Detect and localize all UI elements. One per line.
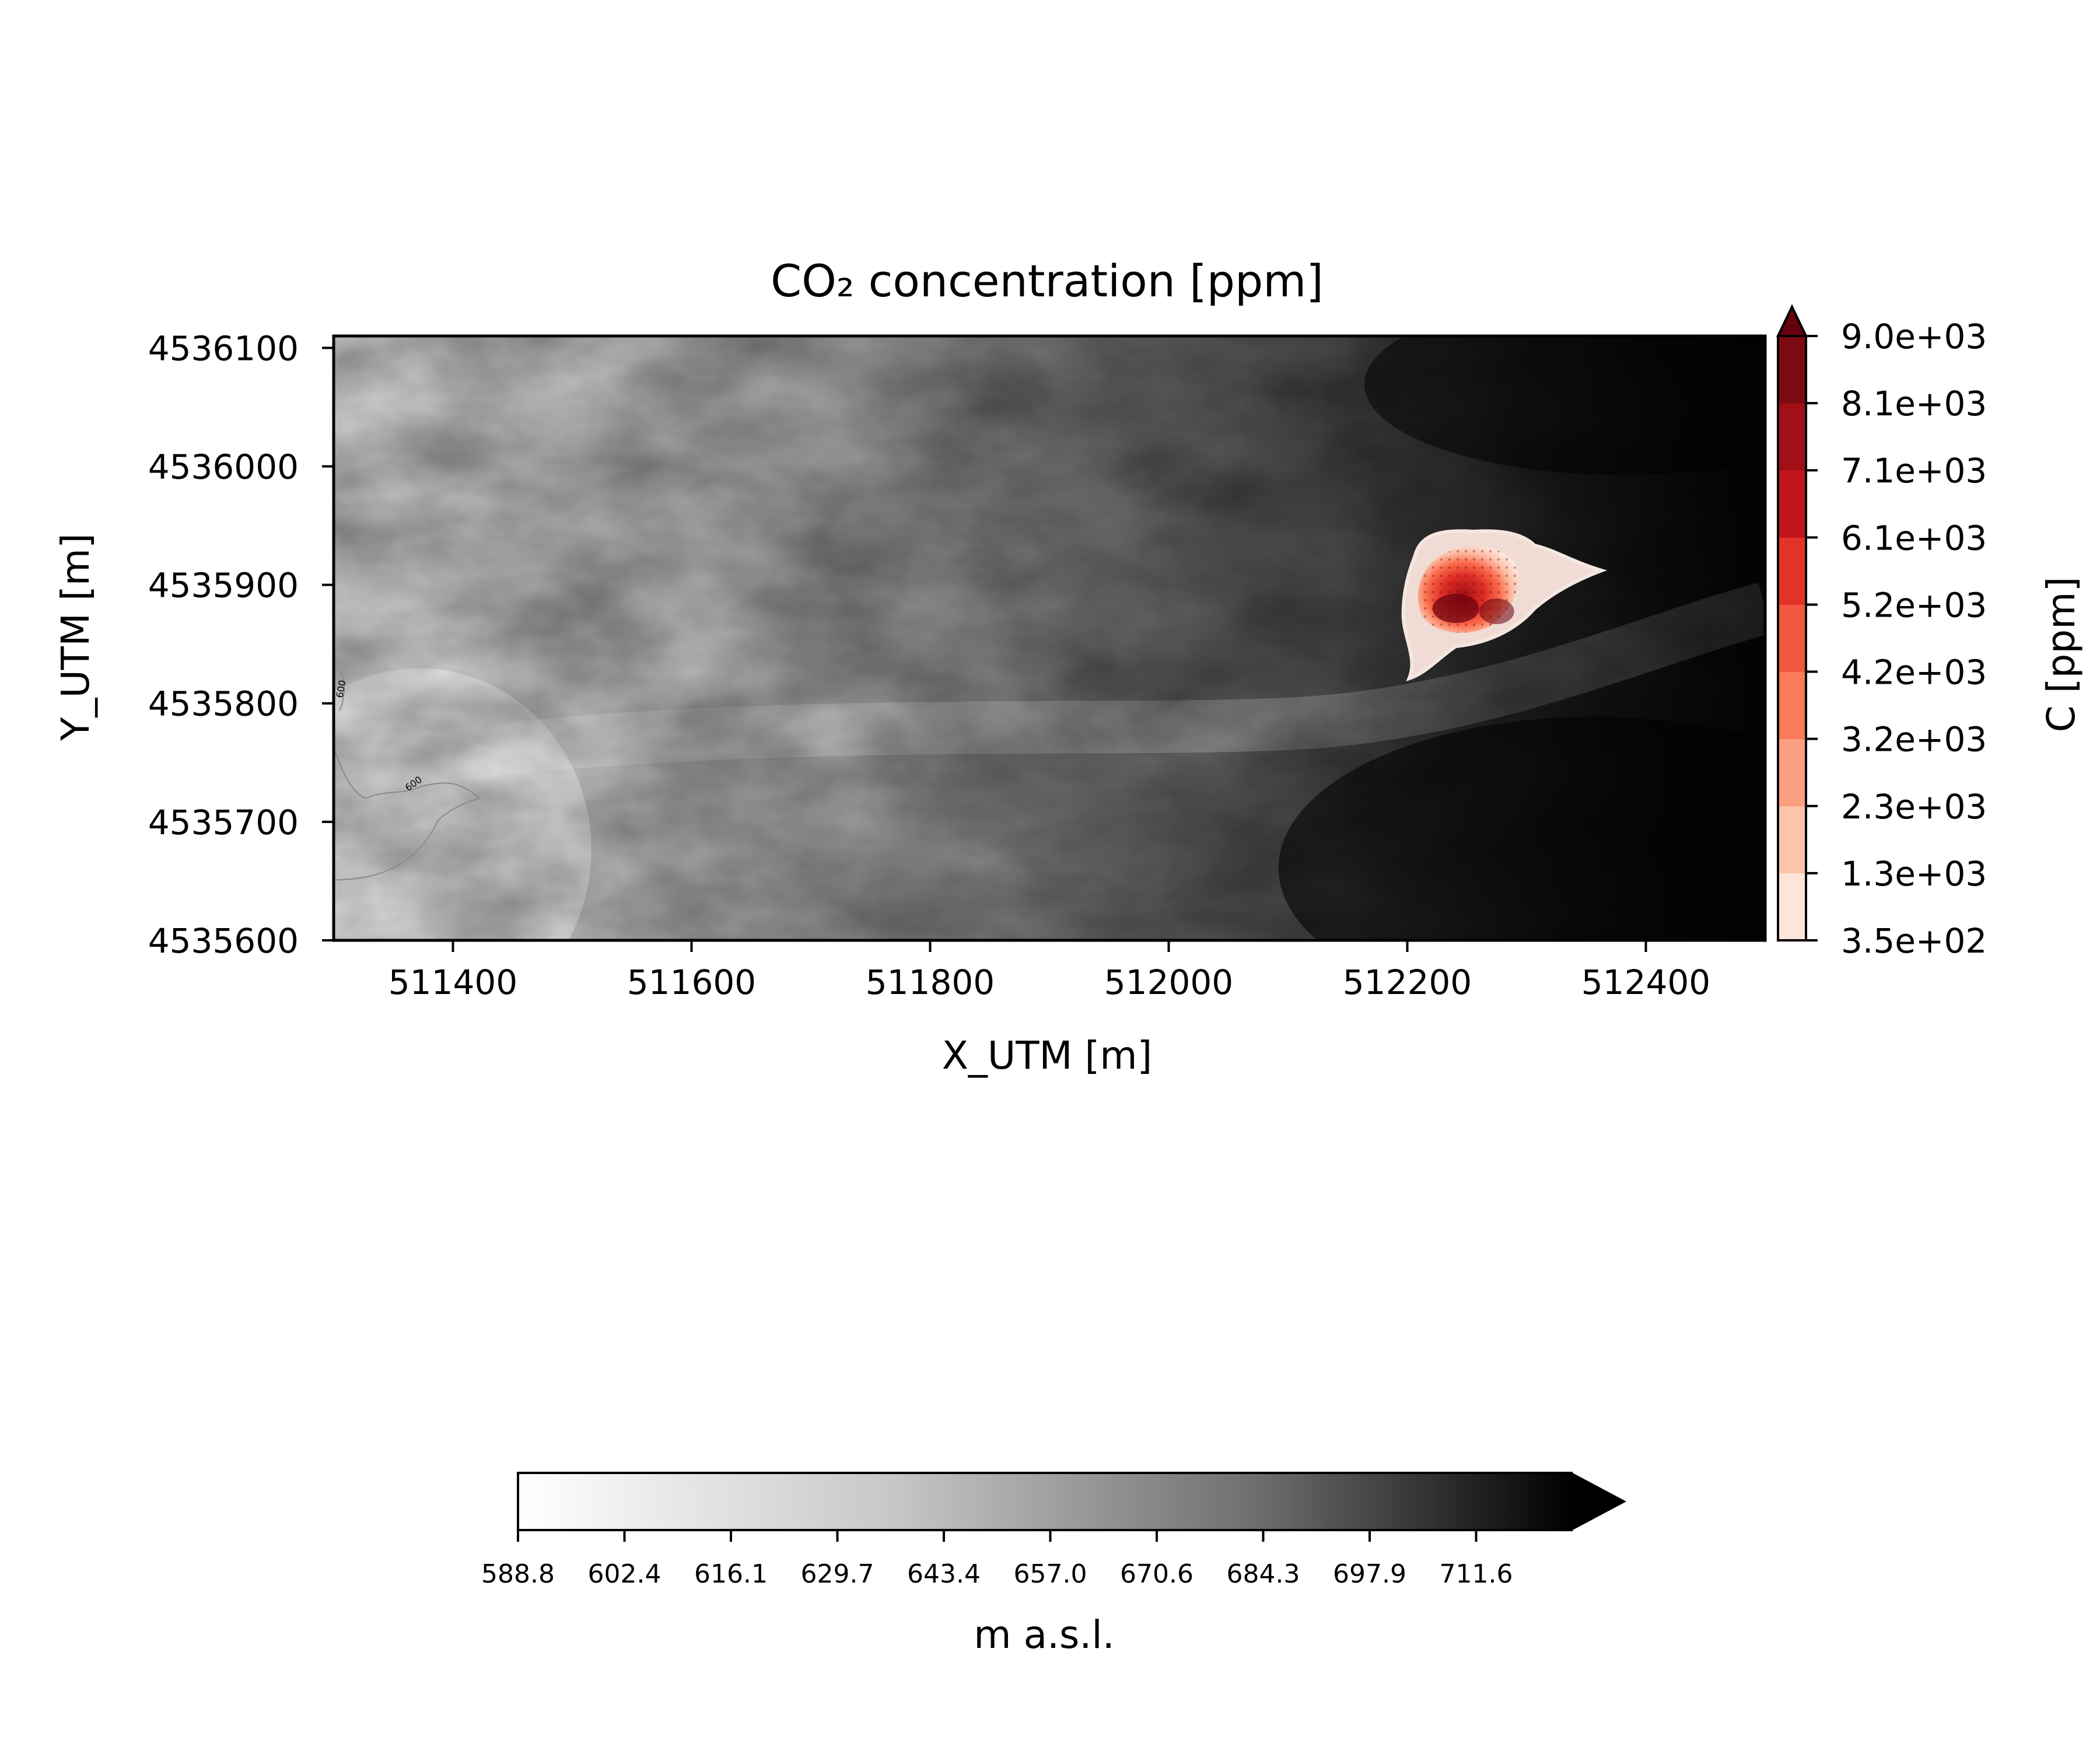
co2-colorbar-tick-label: 1.3e+03 — [1841, 854, 1987, 894]
co2-colorbar-band — [1778, 806, 1806, 874]
terrain-colorbar-tick-label: 684.3 — [1227, 1559, 1300, 1589]
x-axis-label: X_UTM [m] — [942, 1033, 1153, 1078]
x-tick-label: 511800 — [866, 963, 995, 1002]
co2-colorbar-band — [1778, 604, 1806, 673]
co2-colorbar-tick-label: 6.1e+03 — [1841, 518, 1987, 558]
co2-plume — [1401, 529, 1608, 682]
x-tick-label: 512200 — [1343, 963, 1472, 1002]
terrain-colorbar-label: m a.s.l. — [974, 1612, 1114, 1657]
co2-colorbar-tick-label: 4.2e+03 — [1841, 653, 1987, 692]
co2-colorbar-tick-label: 3.5e+02 — [1841, 921, 1987, 961]
co2-colorbar-tick-label: 8.1e+03 — [1841, 384, 1987, 424]
terrain-colorbar-tick-label: 616.1 — [694, 1559, 768, 1589]
terrain-colorbar-tick-label: 643.4 — [907, 1559, 981, 1589]
terrain-colorbar-tick-label: 629.7 — [801, 1559, 874, 1589]
terrain-colorbar-tick-label: 670.6 — [1120, 1559, 1194, 1589]
terrain-colorbar-tick-label: 588.8 — [481, 1559, 555, 1589]
y-tick-label: 4535900 — [148, 566, 299, 606]
co2-colorbar-band — [1778, 403, 1806, 471]
y-axis-label: Y_UTM [m] — [53, 533, 98, 741]
y-tick-label: 4535600 — [148, 921, 299, 961]
co2-colorbar-band — [1778, 738, 1806, 807]
terrain-elevation-layer — [334, 336, 1765, 940]
y-tick-label: 4536000 — [148, 447, 299, 487]
y-axis-ticks: 4535600 4535700 4535800 4535900 4536000 45361… — [148, 328, 334, 961]
co2-colorbar-label: C [ppm] — [2039, 577, 2084, 733]
axes-frame — [332, 334, 1767, 942]
x-tick-label: 512400 — [1581, 963, 1710, 1002]
x-tick-label: 511600 — [627, 963, 756, 1002]
terrain-colorbar-extend-arrow — [1573, 1473, 1626, 1530]
co2-colorbar: 3.5e+02 1.3e+03 2.3e+03 3.2e+03 4.2e+03 5.2e+… — [1776, 304, 1987, 961]
co2-colorbar-extend-arrow — [1776, 304, 1808, 337]
terrain-colorbar: 588.8 602.4 616.1 629.7 643.4 657.0 670.6 684.3… — [481, 1472, 1626, 1589]
co2-colorbar-tick-label: 9.0e+03 — [1841, 317, 1987, 356]
chart-title: CO₂ concentration [ppm] — [771, 255, 1324, 307]
co2-colorbar-tick-label: 7.1e+03 — [1841, 451, 1987, 491]
co2-colorbar-tick-label: 2.3e+03 — [1841, 787, 1987, 827]
y-tick-label: 4535800 — [148, 684, 299, 724]
x-tick-label: 512000 — [1104, 963, 1233, 1002]
co2-colorbar-band — [1778, 671, 1806, 740]
y-tick-label: 4536100 — [148, 328, 299, 368]
x-tick-label: 511400 — [388, 963, 517, 1002]
co2-colorbar-band — [1778, 537, 1806, 605]
terrain-colorbar-tick-label: 711.6 — [1440, 1559, 1513, 1589]
co2-colorbar-band — [1778, 873, 1806, 941]
co2-colorbar-tick-label: 3.2e+03 — [1841, 720, 1987, 760]
terrain-colorbar-tick-label: 697.9 — [1333, 1559, 1406, 1589]
terrain-colorbar-tick-label: 602.4 — [588, 1559, 662, 1589]
co2-colorbar-tick-label: 5.2e+03 — [1841, 585, 1987, 625]
terrain-colorbar-tick-label: 657.0 — [1014, 1559, 1087, 1589]
co2-colorbar-band — [1778, 336, 1806, 404]
y-tick-label: 4535700 — [148, 803, 299, 842]
co2-colorbar-band — [1778, 470, 1806, 538]
x-axis-ticks: 511400 511600 511800 512000 512200 512400 — [388, 940, 1710, 1002]
